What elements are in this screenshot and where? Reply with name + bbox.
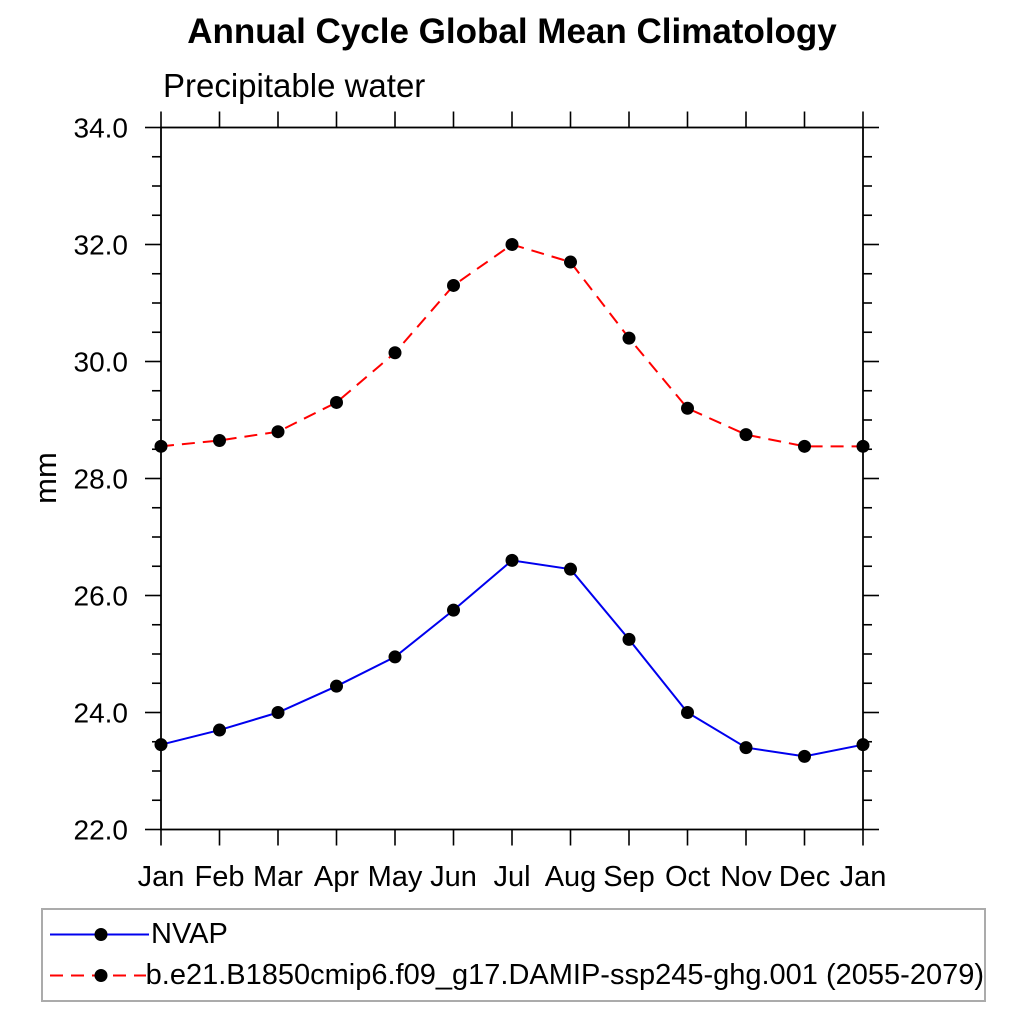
legend-box: NVAP b.e21.B1850cmip6.f09_g17.DAMIP-ssp2… xyxy=(41,908,986,1002)
data-point xyxy=(330,679,343,693)
data-point xyxy=(154,738,168,752)
data-point xyxy=(505,238,519,251)
data-point xyxy=(505,553,519,567)
x-tick-label: Oct xyxy=(665,861,710,893)
y-tick-label: 34.0 xyxy=(74,113,129,144)
data-point xyxy=(213,723,226,737)
data-point xyxy=(798,749,811,763)
x-tick-label: Jul xyxy=(493,861,530,893)
legend-sample-model-line xyxy=(50,969,146,982)
data-point xyxy=(271,706,285,719)
data-point xyxy=(388,650,402,664)
data-point xyxy=(681,706,694,719)
chart-subtitle: Precipitable water xyxy=(163,67,426,104)
x-tick-label: Feb xyxy=(195,861,245,893)
plot-frame xyxy=(160,126,864,831)
legend-label-nvap: NVAP xyxy=(151,918,228,950)
data-point xyxy=(213,433,226,447)
data-point xyxy=(856,439,870,453)
legend-item-nvap: NVAP xyxy=(47,914,984,955)
y-tick-label: 24.0 xyxy=(74,698,129,729)
x-tick-label: Dec xyxy=(779,861,831,893)
x-tick-label: Mar xyxy=(253,861,303,893)
y-tick-label: 28.0 xyxy=(74,464,129,495)
x-tick-label: Nov xyxy=(720,861,772,893)
x-tick-label: Jun xyxy=(430,861,477,893)
y-tick-label: 26.0 xyxy=(74,581,129,612)
data-point xyxy=(388,346,402,360)
data-point xyxy=(564,255,577,269)
data-point xyxy=(739,741,753,755)
data-point xyxy=(330,395,343,409)
legend-sample-nvap-line xyxy=(50,928,149,941)
data-point xyxy=(564,562,577,576)
data-point xyxy=(154,439,168,453)
x-tick-label: Jan xyxy=(840,861,887,893)
x-tick-label: Aug xyxy=(545,861,597,893)
legend-item-model: b.e21.B1850cmip6.f09_g17.DAMIP-ssp245-gh… xyxy=(47,955,984,996)
x-tick-label: Sep xyxy=(603,861,655,893)
y-tick-label: 30.0 xyxy=(74,347,129,378)
data-point xyxy=(447,603,460,617)
chart-title: Annual Cycle Global Mean Climatology xyxy=(187,12,837,51)
series-line-1 xyxy=(160,243,863,448)
y-tick-label: 22.0 xyxy=(74,815,129,846)
x-tick-label: May xyxy=(368,861,423,893)
x-tick-label: Apr xyxy=(314,861,359,893)
legend-marker-circle xyxy=(94,969,108,982)
legend-marker-circle xyxy=(94,928,108,941)
data-point xyxy=(798,439,811,453)
data-point xyxy=(447,278,460,292)
data-point xyxy=(271,425,285,439)
data-point xyxy=(856,738,870,752)
data-point xyxy=(622,632,636,646)
series-line-0 xyxy=(160,559,864,758)
data-point xyxy=(681,401,694,415)
y-tick-label: 32.0 xyxy=(74,230,129,261)
legend-label-model: b.e21.B1850cmip6.f09_g17.DAMIP-ssp245-gh… xyxy=(145,959,984,991)
data-point xyxy=(739,428,753,442)
data-point xyxy=(622,331,636,345)
x-tick-label: Jan xyxy=(138,861,185,893)
